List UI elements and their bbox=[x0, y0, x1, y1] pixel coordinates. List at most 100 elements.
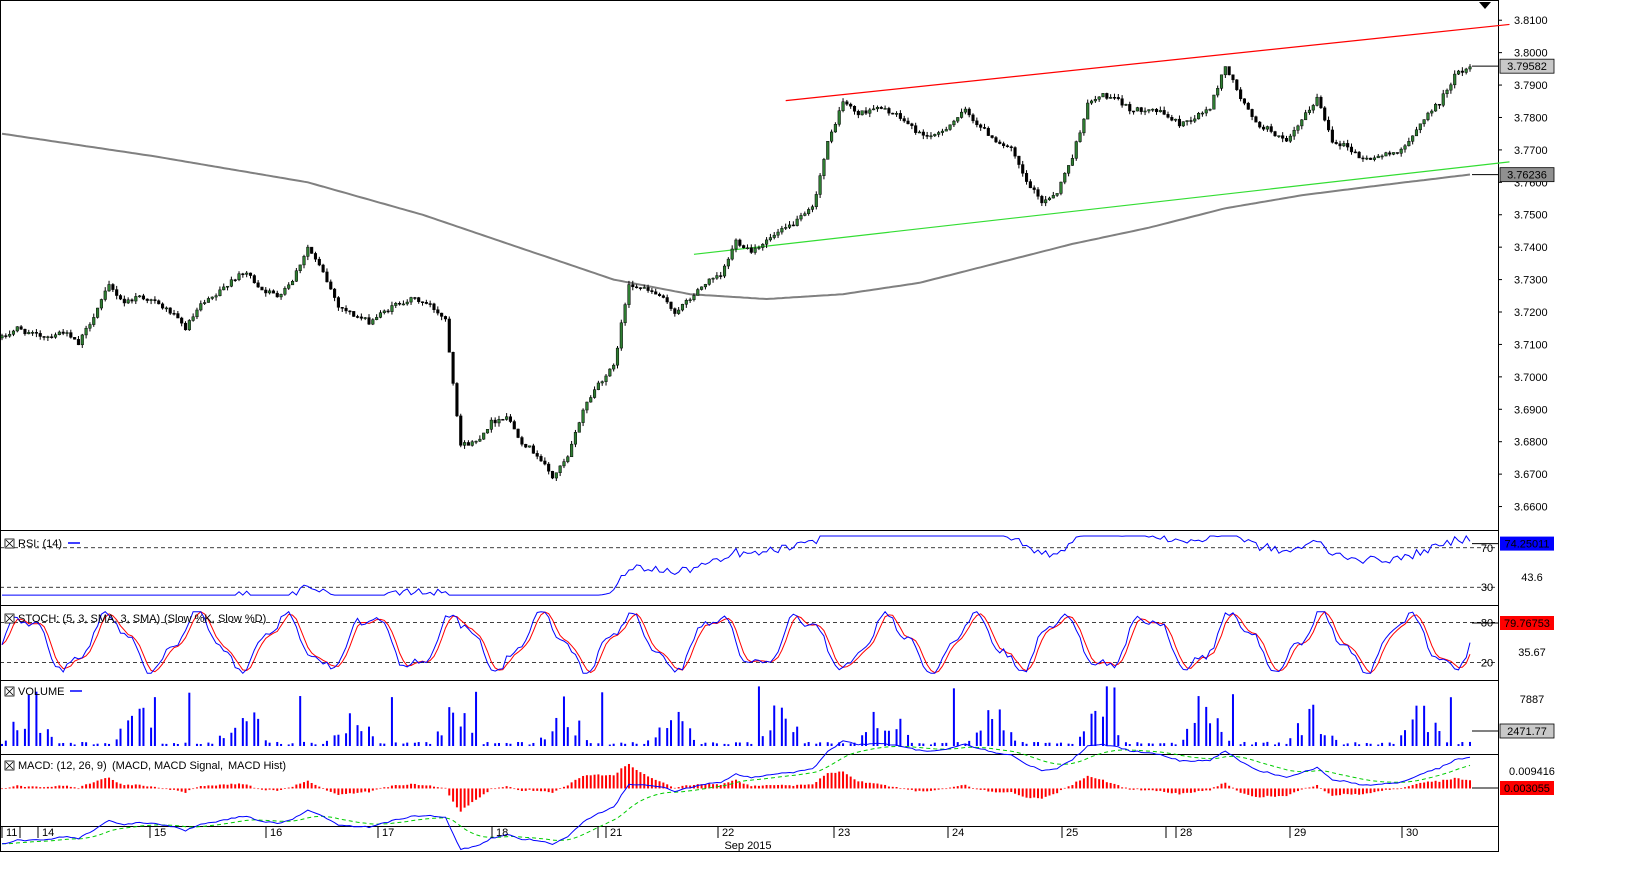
candle-down bbox=[719, 275, 723, 277]
macd-hist-bar bbox=[299, 783, 302, 789]
candle-down bbox=[638, 287, 642, 289]
candle-down bbox=[1273, 131, 1277, 137]
volume-bar bbox=[440, 735, 443, 746]
candle-up bbox=[1093, 99, 1097, 102]
candle-down bbox=[248, 272, 253, 276]
volume-bar bbox=[826, 742, 829, 746]
candle-down bbox=[310, 246, 314, 254]
candle-down bbox=[1162, 110, 1166, 115]
macd-hist-bar bbox=[685, 785, 688, 789]
volume-bar bbox=[207, 742, 210, 746]
candle-up bbox=[1216, 88, 1220, 96]
candle-up bbox=[875, 106, 879, 110]
macd-hist-bar bbox=[780, 784, 783, 789]
candle-up bbox=[818, 175, 822, 195]
macd-hist-bar bbox=[1186, 788, 1189, 793]
volume-bar bbox=[589, 743, 592, 746]
macd-hist-bar bbox=[1228, 785, 1231, 789]
candle-up bbox=[1277, 135, 1281, 137]
volume-bar bbox=[264, 740, 267, 746]
macd-hist-bar bbox=[379, 787, 382, 789]
volume-bar bbox=[1358, 744, 1361, 746]
macd-hist-bar bbox=[234, 784, 237, 789]
volume-bar bbox=[784, 718, 787, 746]
macd-hist-bar bbox=[735, 779, 737, 789]
macd-hist-bar bbox=[872, 783, 875, 789]
macd-hist-bar bbox=[1017, 788, 1020, 796]
candle-down bbox=[428, 303, 432, 305]
macd-hist-bar bbox=[494, 788, 497, 790]
macd-hist-bar bbox=[1182, 788, 1185, 794]
candle-down bbox=[34, 332, 38, 334]
macd-hist-bar bbox=[501, 787, 504, 789]
candle-down bbox=[1327, 119, 1331, 131]
volume-bar bbox=[360, 731, 363, 746]
candle-down bbox=[1040, 196, 1044, 204]
macd-hist-bar bbox=[50, 786, 53, 789]
macd-hist-bar bbox=[799, 784, 802, 789]
macd-hist-bar bbox=[241, 784, 244, 789]
candle-up bbox=[409, 297, 413, 303]
x-tick-label: 29 bbox=[1294, 827, 1306, 839]
macd-hist-bar bbox=[1205, 788, 1208, 791]
macd-hist-bar bbox=[31, 786, 34, 789]
candle-down bbox=[1189, 120, 1193, 122]
volume-bar bbox=[1243, 741, 1246, 746]
volume-bar bbox=[1274, 744, 1277, 746]
candle-down bbox=[673, 308, 677, 314]
candle-down bbox=[975, 120, 979, 126]
candle-up bbox=[1441, 93, 1445, 106]
candle-up bbox=[210, 296, 214, 299]
macd-hist-bar bbox=[662, 782, 665, 789]
volume-bar bbox=[895, 729, 898, 746]
macd-hist-bar bbox=[257, 788, 260, 790]
candle-up bbox=[562, 461, 566, 467]
macd-hist-bar bbox=[585, 775, 588, 789]
volume-bar bbox=[1239, 744, 1242, 746]
candle-down bbox=[73, 337, 77, 340]
candle-down bbox=[982, 127, 987, 129]
candle-down bbox=[275, 292, 279, 298]
macd-hist-bar bbox=[719, 784, 722, 789]
volume-bar bbox=[838, 742, 841, 746]
candle-up bbox=[99, 299, 103, 309]
macd-hist-bar bbox=[1109, 782, 1112, 789]
macd-hist-bar bbox=[1400, 788, 1403, 789]
candle-down bbox=[1346, 143, 1350, 148]
candle-up bbox=[715, 275, 719, 279]
candle-down bbox=[1395, 152, 1399, 154]
candle-up bbox=[612, 364, 616, 370]
volume-bar bbox=[532, 742, 535, 746]
volume-bar bbox=[1323, 735, 1326, 746]
ma-value-box bbox=[1499, 167, 1555, 183]
volume-bar bbox=[876, 728, 879, 746]
volume-bar bbox=[115, 739, 118, 746]
macd-hist-bar bbox=[169, 788, 172, 790]
candle-down bbox=[887, 108, 891, 114]
candle-down bbox=[459, 415, 463, 446]
volume-bar bbox=[574, 735, 577, 746]
macd-hist-bar bbox=[1461, 779, 1464, 789]
macd-hist-bar bbox=[104, 778, 107, 789]
volume-bar bbox=[647, 740, 650, 746]
candle-up bbox=[677, 309, 681, 314]
macd-hist-bar bbox=[1327, 788, 1330, 794]
volume-bar bbox=[1140, 743, 1143, 746]
macd-hist-bar bbox=[268, 788, 271, 790]
candle-down bbox=[1002, 143, 1006, 146]
candle-down bbox=[749, 247, 753, 253]
volume-bar bbox=[1151, 743, 1154, 746]
close-box-icon-cross bbox=[5, 687, 14, 696]
volume-bar bbox=[1262, 742, 1265, 746]
macd-hist-bar bbox=[773, 785, 776, 789]
macd-hist-bar bbox=[111, 779, 114, 789]
candle-up bbox=[1449, 84, 1453, 91]
candle-up bbox=[268, 290, 272, 294]
macd-hist-bar bbox=[933, 788, 936, 791]
macd-hist-bar bbox=[455, 788, 458, 808]
volume-bar bbox=[601, 692, 604, 746]
candle-down bbox=[906, 120, 910, 125]
volume-bar bbox=[803, 743, 806, 746]
macd-hist-bar bbox=[1274, 788, 1277, 797]
